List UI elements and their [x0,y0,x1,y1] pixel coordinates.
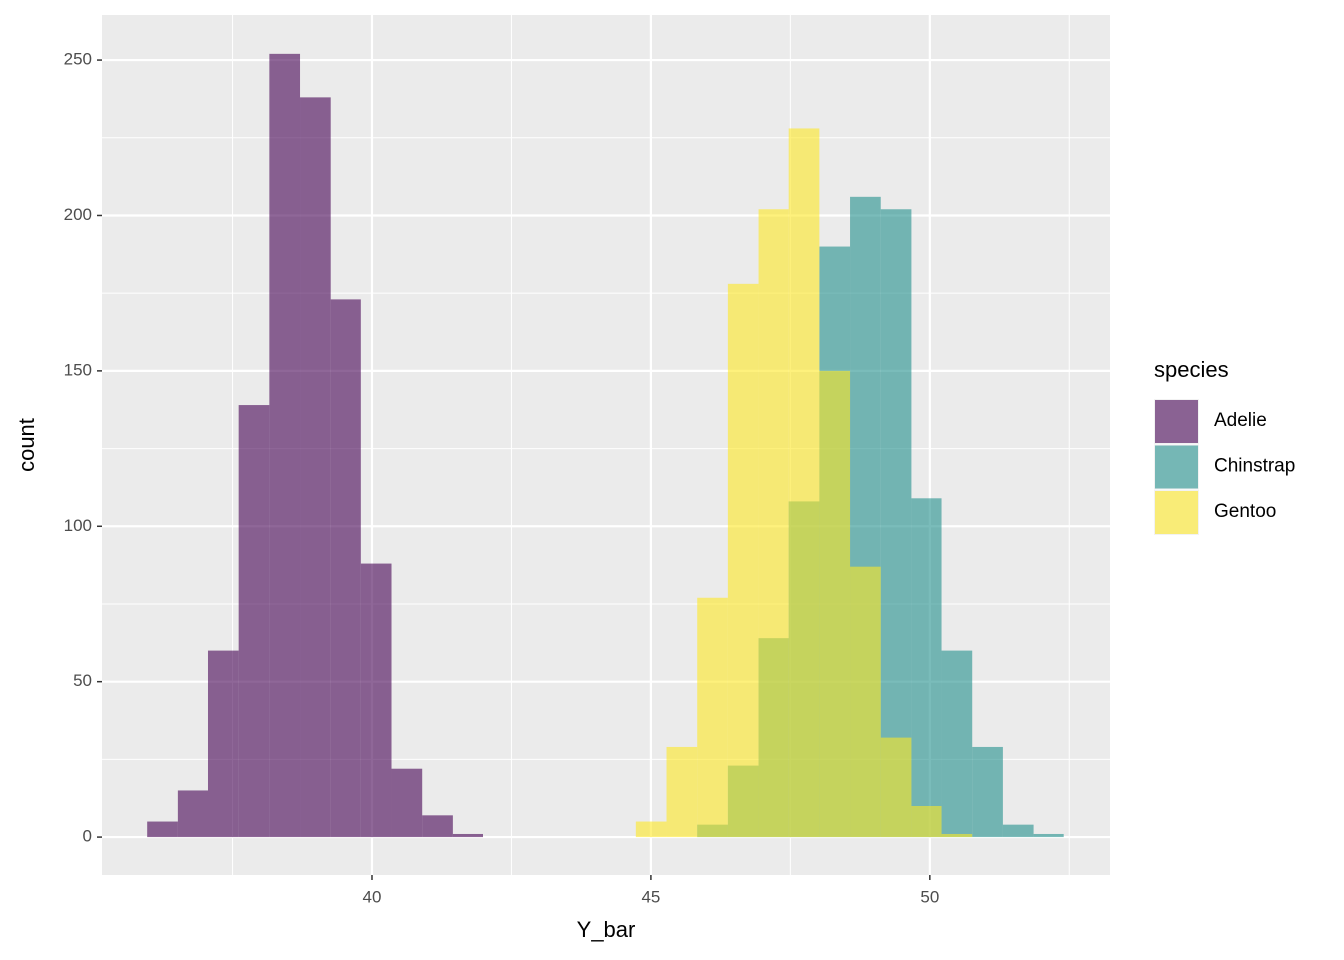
bar [360,563,392,838]
bar [880,737,912,838]
bar [911,806,942,838]
legend-key [1155,491,1198,534]
bar [207,650,239,838]
legend-label: Gentoo [1214,501,1276,522]
y-tick-label: 200 [64,205,92,224]
bar [330,299,361,838]
bar [269,53,301,838]
y-tick-label: 50 [73,671,92,690]
bar [758,209,789,838]
legend-key [1155,400,1198,443]
bar [727,283,759,838]
x-axis-title: Y_bar [577,917,636,942]
bar [941,650,973,838]
bar [788,128,820,838]
bar [147,821,178,838]
legend-key [1155,445,1198,489]
bar [238,405,270,838]
bar [911,498,942,838]
legend-title: species [1154,357,1229,382]
bar [452,833,483,838]
bar [635,821,667,838]
bar [422,815,453,838]
legend-label: Adelie [1214,410,1267,431]
bar [300,97,331,838]
bar [880,209,912,838]
bar [666,746,698,838]
legend-label: Chinstrap [1214,456,1295,477]
bar [850,566,881,838]
x-tick-label: 45 [641,887,660,906]
y-axis-title: count [14,418,39,472]
bar [941,833,973,838]
y-tick-label: 100 [64,516,92,535]
y-tick-label: 150 [64,360,92,379]
bar [972,746,1003,838]
bar [391,768,423,838]
x-tick-label: 40 [363,887,382,906]
bar [1002,824,1034,838]
bar [177,790,208,838]
bar [1033,833,1064,838]
x-tick-label: 50 [920,887,939,906]
y-tick-label: 0 [83,827,92,846]
bar [697,597,728,838]
bar [819,370,851,838]
y-tick-label: 250 [64,50,92,69]
